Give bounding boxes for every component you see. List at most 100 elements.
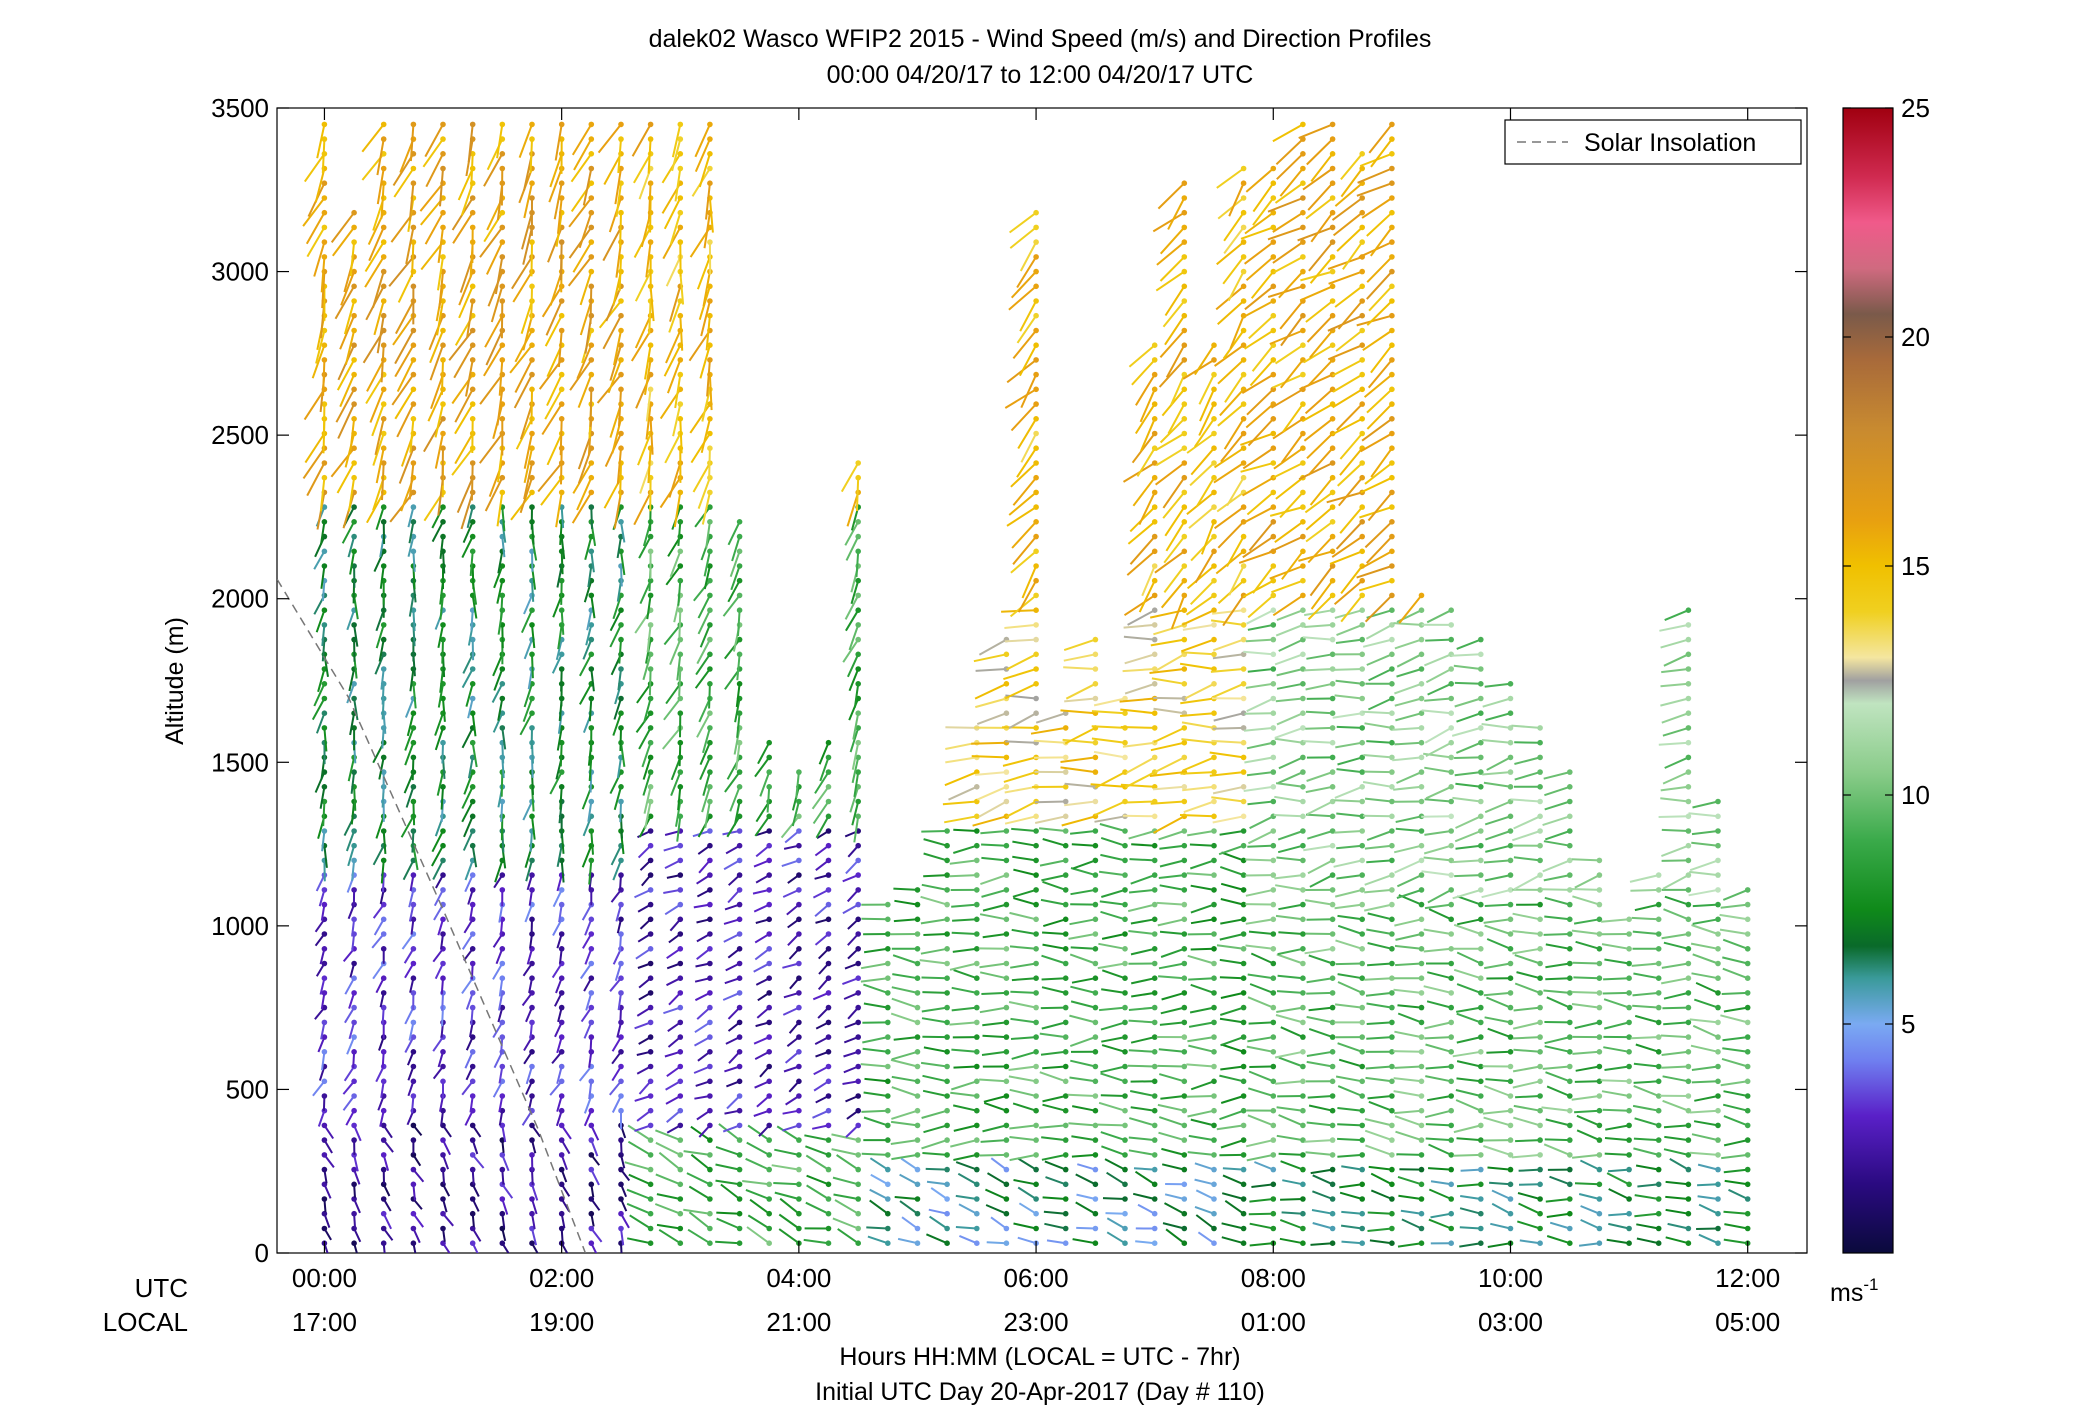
wind-barb-point: [1389, 195, 1395, 201]
wind-barb-shaft: [698, 698, 711, 723]
wind-barb-point: [1151, 666, 1158, 672]
wind-barb-point: [885, 1063, 891, 1070]
wind-barb-point: [707, 784, 713, 790]
wind-barb-point: [1389, 666, 1395, 672]
wind-barb-shaft: [1222, 1167, 1244, 1171]
wind-barb-shaft: [955, 1161, 978, 1171]
wind-barb-shaft: [607, 359, 622, 394]
wind-barb-point: [707, 136, 713, 142]
wind-barb-point: [469, 298, 476, 304]
wind-barb-point: [1359, 209, 1365, 216]
wind-barb-shaft: [619, 727, 622, 752]
wind-barb-point: [707, 828, 713, 834]
wind-barb-shaft: [978, 800, 1007, 818]
wind-barb-point: [1300, 784, 1306, 790]
wind-barb-shaft: [696, 1006, 711, 1020]
wind-barb-point: [321, 1137, 328, 1143]
wind-barb-point: [1240, 931, 1247, 937]
wind-barb-shaft: [951, 986, 977, 994]
wind-barb-shaft: [321, 271, 326, 309]
wind-barb-shaft: [715, 1163, 740, 1171]
wind-barb-point: [1270, 887, 1277, 893]
wind-barb-point: [499, 666, 506, 672]
wind-barb-point: [410, 1225, 417, 1232]
wind-barb-point: [440, 1137, 446, 1143]
wind-barb-shaft: [642, 654, 652, 681]
wind-barb-point: [1389, 1122, 1395, 1129]
wind-barb-point: [321, 460, 328, 466]
wind-barb-shaft: [579, 271, 593, 306]
wind-barb-point: [944, 1181, 950, 1188]
wind-barb-shaft: [1102, 1197, 1126, 1200]
wind-barb-point: [588, 1225, 595, 1232]
wind-barb-point: [1418, 592, 1425, 599]
wind-barb-point: [1151, 813, 1158, 820]
wind-barb-shaft: [891, 1109, 918, 1120]
wind-barb-point: [1003, 828, 1010, 834]
wind-barb-point: [1359, 1049, 1365, 1055]
wind-barb-point: [440, 1107, 446, 1114]
wind-barb-point: [1389, 474, 1395, 481]
wind-barb-shaft: [529, 830, 533, 852]
wind-barb-point: [1003, 975, 1010, 981]
wind-barb-point: [410, 828, 417, 834]
wind-barb-shaft: [461, 536, 474, 559]
wind-barb-shaft: [589, 389, 593, 427]
wind-barb-shaft: [512, 271, 533, 303]
wind-barb-point: [410, 1210, 417, 1217]
wind-barb-point: [1478, 990, 1484, 996]
wind-barb-point: [1478, 887, 1484, 893]
wind-barb-shaft: [983, 1101, 1007, 1112]
wind-barb-point: [647, 695, 654, 702]
wind-barb-point: [1270, 298, 1277, 304]
wind-barb-point: [1389, 651, 1395, 658]
wind-barb-point: [1418, 666, 1425, 672]
wind-barb-point: [380, 975, 387, 981]
wind-barb-point: [1033, 1181, 1039, 1188]
wind-barb-shaft: [1273, 814, 1303, 818]
wind-barb-point: [499, 1152, 506, 1158]
wind-barb-point: [351, 842, 357, 849]
wind-barb-point: [440, 533, 446, 540]
wind-barb-shaft: [1070, 946, 1096, 950]
wind-barb-point: [1092, 666, 1099, 672]
wind-barb-point: [1507, 1078, 1514, 1085]
wind-barb-point: [1359, 224, 1365, 231]
wind-barb-point: [1537, 1063, 1543, 1070]
wind-barb-point: [1211, 828, 1217, 834]
wind-barb-point: [1478, 725, 1484, 731]
wind-barb-point: [1151, 1240, 1158, 1246]
wind-barb-shaft: [371, 933, 385, 949]
wind-barb-shaft: [311, 698, 326, 721]
wind-barb-point: [440, 887, 446, 893]
wind-barb-point: [1418, 842, 1425, 849]
wind-barb-shaft: [645, 403, 652, 440]
wind-barb-shaft: [1003, 771, 1037, 783]
wind-barb-point: [1329, 268, 1336, 275]
wind-barb-point: [558, 298, 565, 304]
wind-barb-point: [736, 828, 743, 834]
wind-barb-shaft: [942, 800, 977, 806]
wind-barb-point: [1270, 769, 1277, 775]
wind-barb-point: [380, 769, 387, 775]
wind-barb-point: [707, 357, 713, 363]
wind-barb-point: [736, 1152, 743, 1158]
wind-barb-shaft: [845, 536, 860, 561]
wind-barb-point: [351, 1166, 357, 1173]
wind-barb-point: [1211, 901, 1217, 908]
wind-barb-point: [796, 1196, 802, 1202]
wind-barb-point: [1537, 931, 1543, 937]
wind-barb-shaft: [629, 1214, 652, 1230]
wind-barb-shaft: [442, 698, 446, 722]
wind-barb-shaft: [408, 595, 415, 617]
wind-barb-point: [944, 1063, 950, 1070]
wind-barb-point: [1478, 666, 1484, 672]
wind-barb-shaft: [848, 668, 860, 692]
wind-barb-point: [1329, 990, 1336, 996]
wind-barb-point: [677, 887, 684, 893]
wind-barb-point: [351, 1122, 357, 1129]
wind-barb-point: [796, 960, 802, 967]
wind-barb-point: [469, 460, 476, 466]
wind-barb-point: [1092, 1122, 1099, 1129]
wind-barb-shaft: [431, 506, 444, 529]
